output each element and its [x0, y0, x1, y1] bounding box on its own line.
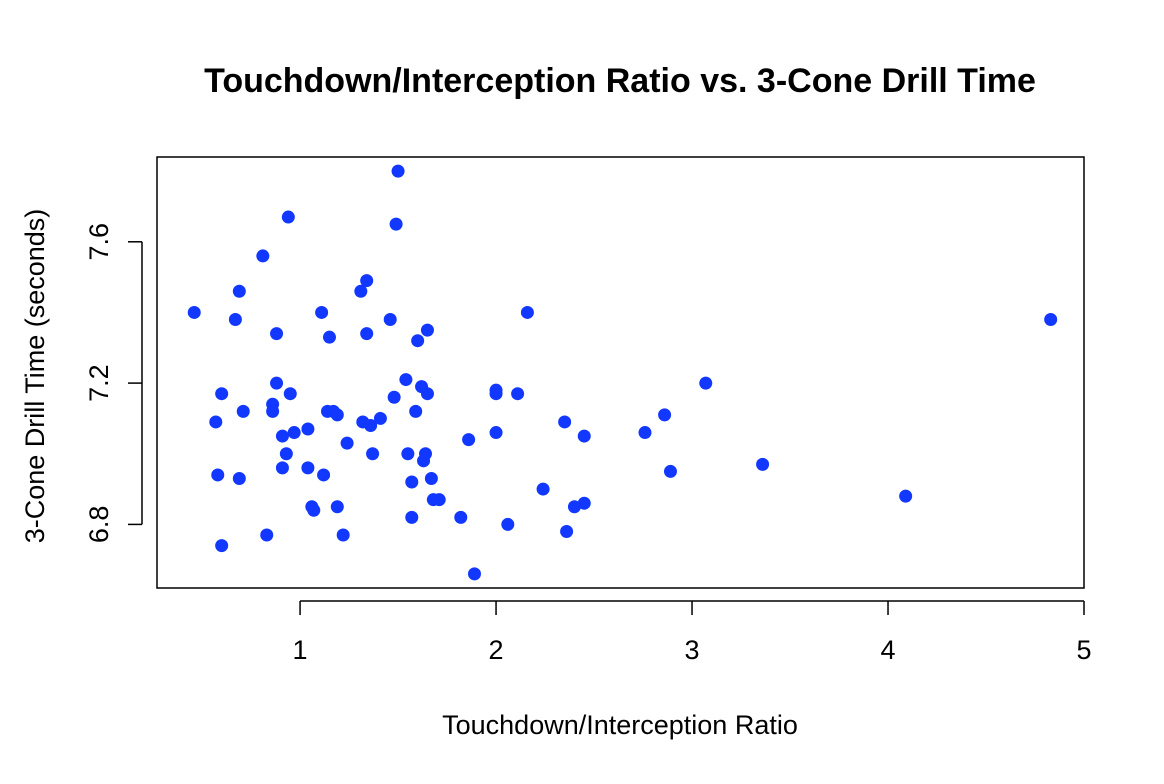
data-point	[275, 429, 289, 443]
data-point	[409, 404, 423, 418]
x-tick-label: 2	[489, 635, 504, 665]
y-tick-label: 7.2	[84, 364, 114, 402]
data-point	[405, 510, 419, 524]
data-point	[270, 376, 284, 390]
data-point	[467, 567, 481, 581]
x-tick-label: 4	[881, 635, 896, 665]
data-point	[558, 415, 572, 429]
y-axis-title: 3-Cone Drill Time (seconds)	[20, 209, 50, 544]
data-point	[215, 539, 229, 553]
data-point	[315, 305, 329, 319]
data-point	[283, 387, 297, 401]
y-tick-label: 6.8	[84, 506, 114, 544]
data-point	[489, 387, 503, 401]
data-point	[211, 468, 225, 482]
data-point	[432, 493, 446, 507]
data-point	[663, 464, 677, 478]
data-point	[501, 517, 515, 531]
y-axis: 6.8 7.2 7.6	[84, 223, 143, 544]
data-points	[187, 164, 1058, 581]
data-point	[658, 408, 672, 422]
data-point	[454, 510, 468, 524]
data-point	[577, 429, 591, 443]
data-point	[401, 447, 415, 461]
data-point	[399, 373, 413, 387]
data-point	[699, 376, 713, 390]
data-point	[756, 457, 770, 471]
data-point	[638, 426, 652, 440]
data-point	[354, 284, 368, 298]
data-point	[301, 461, 315, 475]
y-tick-label: 7.6	[84, 223, 114, 261]
data-point	[366, 447, 380, 461]
data-point	[187, 305, 201, 319]
data-point	[536, 482, 550, 496]
data-point	[256, 249, 270, 263]
data-point	[307, 503, 321, 517]
data-point	[281, 210, 295, 224]
data-point	[1044, 313, 1058, 327]
data-point	[266, 404, 280, 418]
data-point	[215, 387, 229, 401]
plot-frame	[156, 156, 1085, 589]
data-point	[420, 323, 434, 337]
data-point	[462, 433, 476, 447]
data-point	[322, 330, 336, 344]
data-point	[260, 528, 274, 542]
data-point	[383, 313, 397, 327]
x-axis-title: Touchdown/Interception Ratio	[442, 710, 798, 740]
x-tick-label: 1	[293, 635, 308, 665]
data-point	[340, 436, 354, 450]
data-point	[520, 305, 534, 319]
data-point	[489, 426, 503, 440]
data-point	[360, 327, 374, 341]
data-point	[236, 404, 250, 418]
data-point	[317, 468, 331, 482]
data-point	[391, 164, 405, 178]
data-point	[330, 500, 344, 514]
data-point	[209, 415, 223, 429]
x-tick-label: 5	[1076, 635, 1091, 665]
data-point	[287, 426, 301, 440]
data-point	[424, 471, 438, 485]
data-point	[232, 471, 246, 485]
x-axis: 1 2 3 4 5	[293, 600, 1092, 665]
data-point	[411, 334, 425, 348]
data-point	[387, 390, 401, 404]
data-point	[899, 489, 913, 503]
data-point	[232, 284, 246, 298]
data-point	[330, 408, 344, 422]
data-point	[577, 496, 591, 510]
data-point	[279, 447, 293, 461]
data-point	[336, 528, 350, 542]
data-point	[275, 461, 289, 475]
x-tick-label: 3	[685, 635, 700, 665]
chart-title: Touchdown/Interception Ratio vs. 3-Cone …	[204, 62, 1036, 100]
data-point	[389, 217, 403, 231]
data-point	[405, 475, 419, 489]
data-point	[560, 524, 574, 538]
data-point	[418, 447, 432, 461]
data-point	[373, 411, 387, 425]
data-point	[511, 387, 525, 401]
data-point	[270, 327, 284, 341]
data-point	[301, 422, 315, 436]
data-point	[364, 418, 378, 432]
data-point	[228, 313, 242, 327]
data-point	[360, 274, 374, 288]
data-point	[420, 387, 434, 401]
data-point	[567, 500, 581, 514]
